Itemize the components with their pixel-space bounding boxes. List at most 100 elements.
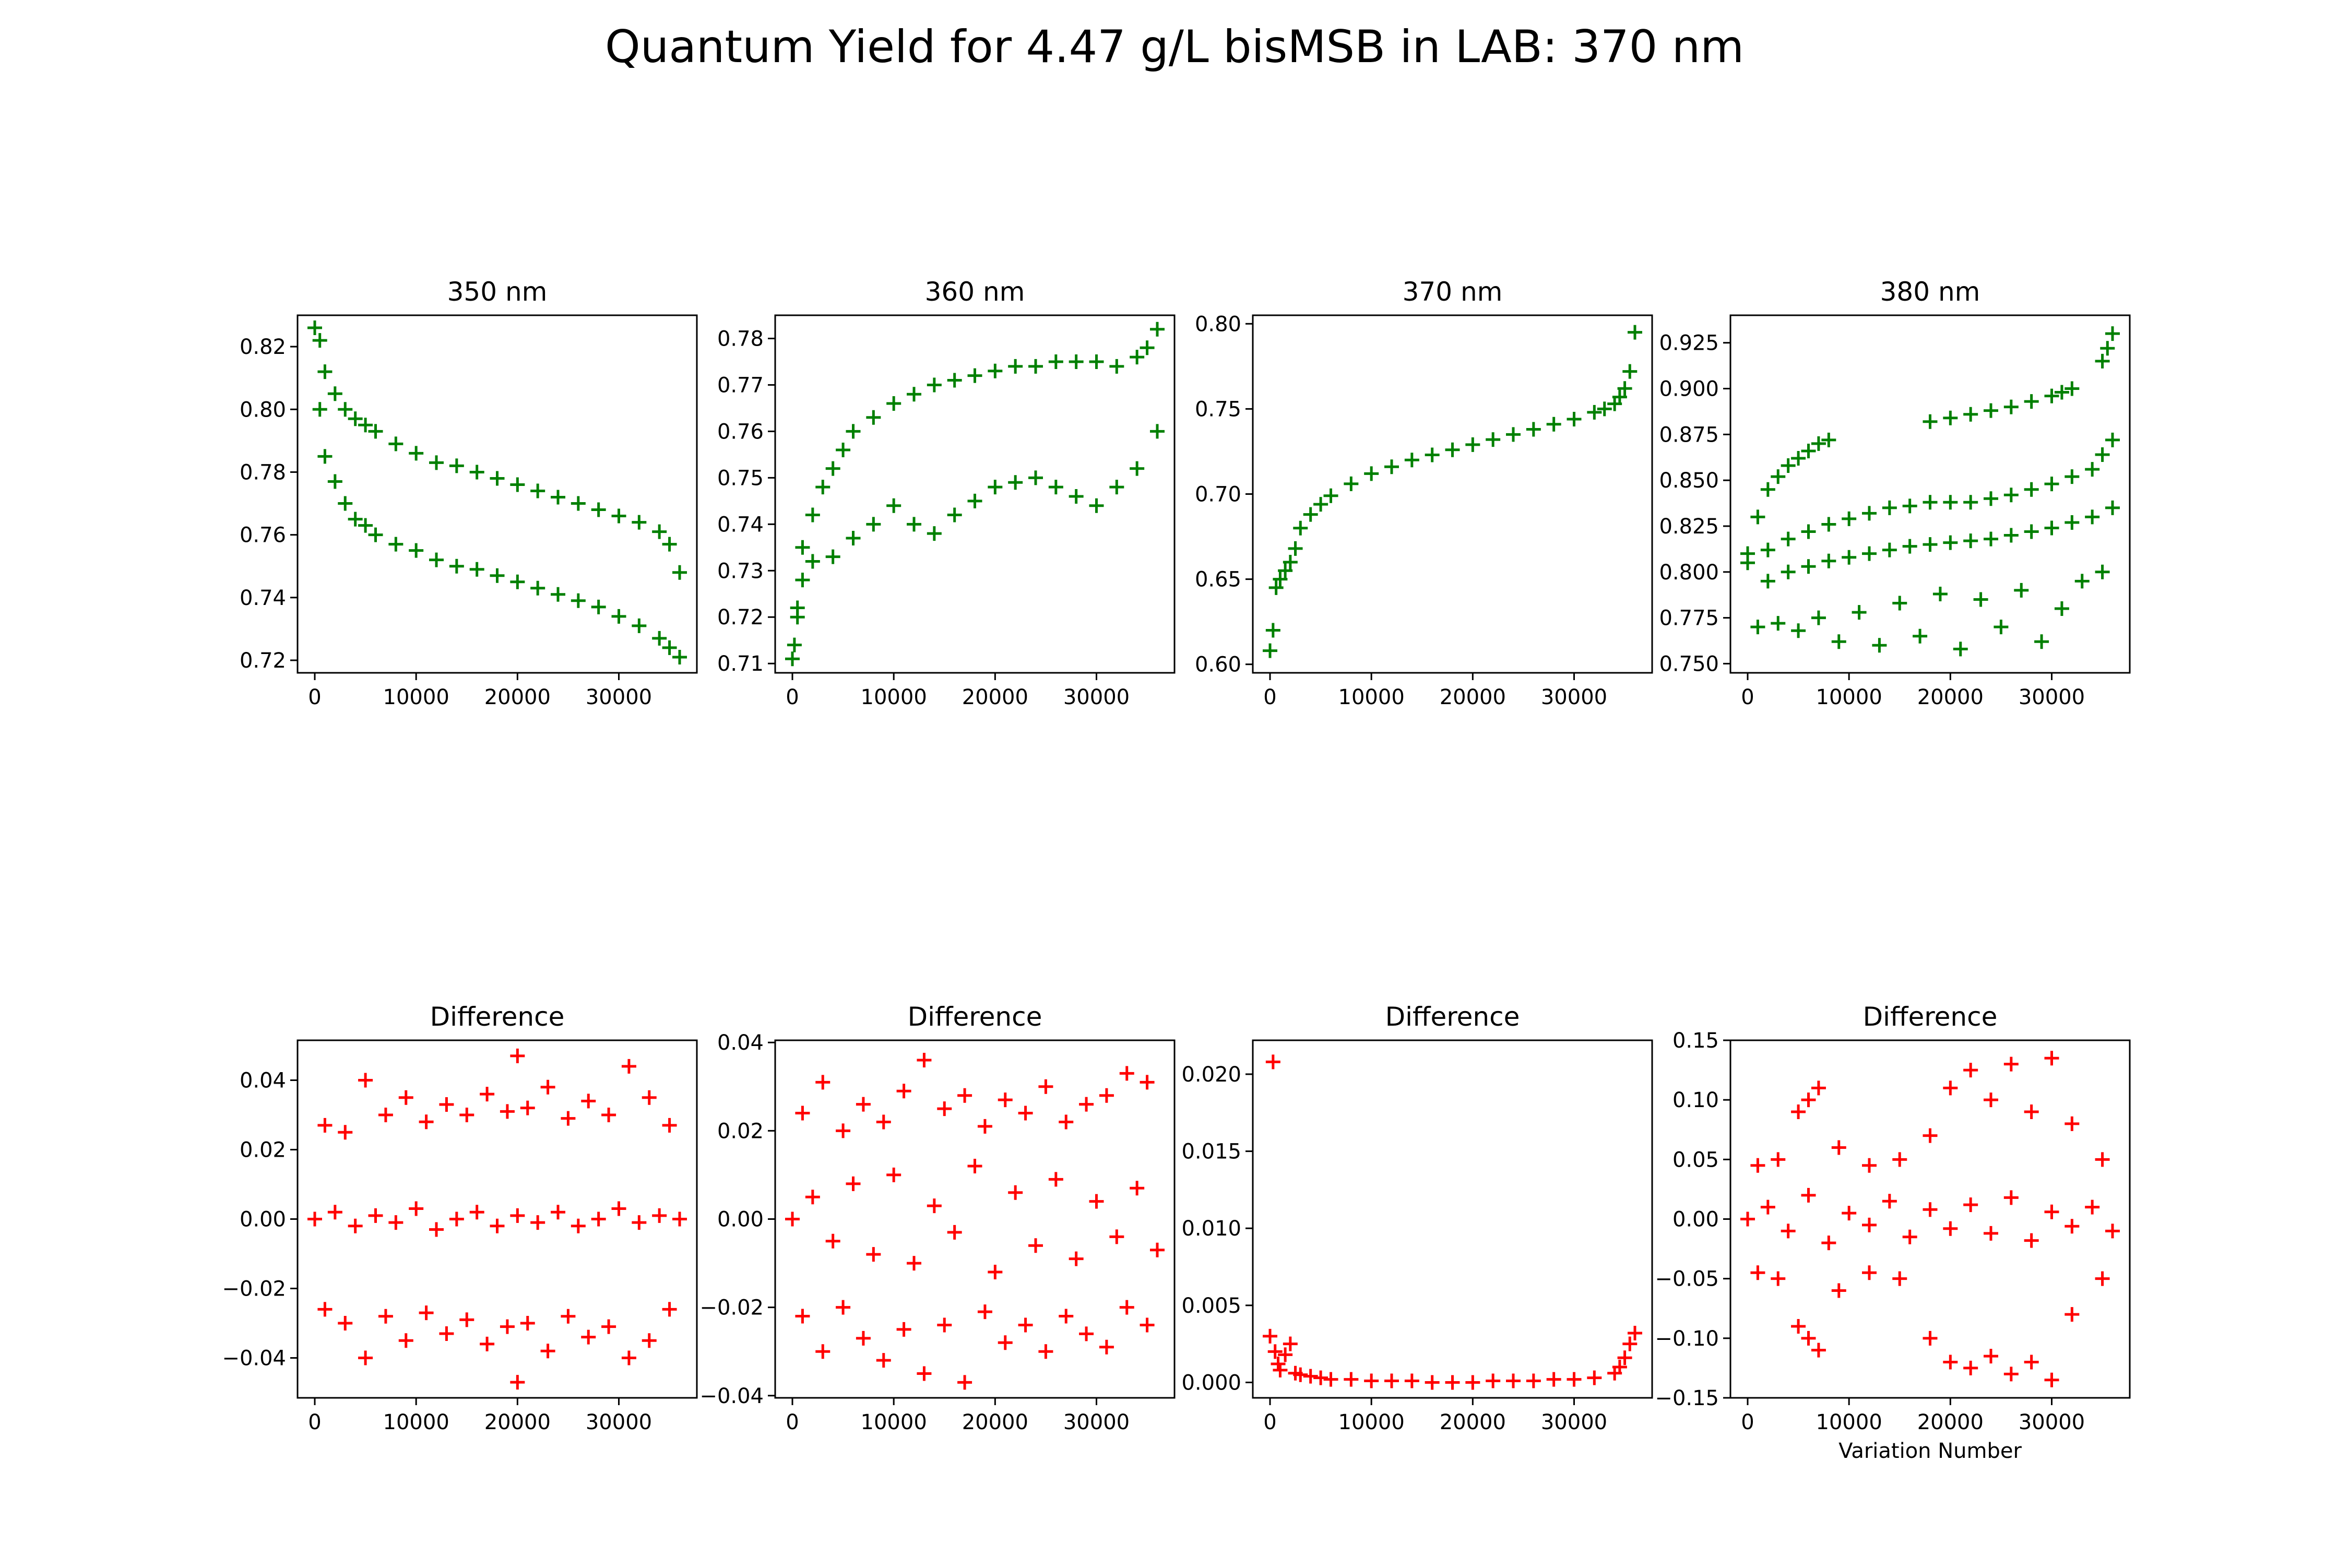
data-point xyxy=(805,507,820,522)
data-point xyxy=(1384,1373,1399,1388)
data-point xyxy=(378,1309,393,1324)
data-point xyxy=(1994,620,2009,635)
data-point xyxy=(1293,1367,1308,1382)
data-point xyxy=(998,1092,1013,1108)
data-point xyxy=(1612,389,1627,405)
data-point xyxy=(1278,1347,1293,1362)
data-point xyxy=(1882,1194,1897,1209)
subplot-title: Difference xyxy=(430,1002,565,1032)
data-point xyxy=(1293,520,1308,536)
data-point xyxy=(1771,469,1786,484)
data-point xyxy=(601,1107,616,1122)
data-point xyxy=(1882,500,1897,515)
data-point xyxy=(2105,1223,2120,1239)
data-point xyxy=(1313,1370,1328,1385)
data-point xyxy=(1089,354,1104,369)
data-point xyxy=(429,552,444,567)
x-tick-label: 10000 xyxy=(1816,1410,1882,1434)
data-point xyxy=(856,1331,871,1346)
y-tick-label: 0.78 xyxy=(717,327,764,351)
data-point xyxy=(1862,506,1877,521)
data-point xyxy=(632,618,647,633)
data-point xyxy=(886,1167,901,1182)
data-point xyxy=(1587,405,1602,420)
data-point xyxy=(1069,1251,1084,1266)
data-point xyxy=(1404,1373,1419,1388)
y-tick-label: 0.02 xyxy=(717,1119,764,1143)
data-point xyxy=(815,1075,831,1090)
data-point xyxy=(1149,424,1165,439)
data-point xyxy=(1740,1211,1755,1227)
data-point xyxy=(1384,459,1399,474)
y-tick-label: 0.70 xyxy=(1195,483,1241,507)
data-point xyxy=(1273,1362,1288,1377)
data-point xyxy=(591,599,606,614)
data-point xyxy=(1984,1092,1998,1108)
data-point xyxy=(338,496,353,511)
data-point xyxy=(1323,1372,1338,1387)
data-point xyxy=(1821,432,1836,447)
data-point xyxy=(1344,1372,1359,1387)
data-point xyxy=(1801,524,1816,539)
data-point xyxy=(2003,1056,2019,1072)
data-point xyxy=(896,1322,911,1337)
data-point xyxy=(2065,515,2080,530)
x-tick-label: 20000 xyxy=(1440,685,1506,709)
data-point xyxy=(1622,1336,1638,1351)
data-point xyxy=(2085,509,2100,525)
data-point xyxy=(1771,616,1786,631)
data-point xyxy=(1059,1114,1074,1130)
data-point xyxy=(907,517,921,532)
data-point xyxy=(805,1190,820,1205)
y-tick-label: 0.76 xyxy=(717,420,764,444)
data-point xyxy=(815,480,831,495)
y-tick-label: 0.80 xyxy=(1195,312,1241,336)
data-point xyxy=(1130,461,1145,476)
data-point xyxy=(1984,531,1998,547)
x-tick-label: 20000 xyxy=(1440,1410,1506,1434)
data-point xyxy=(1791,1104,1806,1119)
data-point xyxy=(2095,1271,2110,1286)
data-point xyxy=(988,363,1003,378)
data-point xyxy=(1892,596,1907,611)
data-point xyxy=(312,333,327,348)
data-point xyxy=(1109,1229,1124,1244)
data-point xyxy=(338,1316,353,1331)
data-point xyxy=(1048,354,1063,369)
data-point xyxy=(1273,572,1288,587)
data-point xyxy=(2065,1219,2080,1234)
data-point xyxy=(825,461,840,476)
data-point xyxy=(1130,350,1145,365)
data-point xyxy=(1425,447,1440,462)
data-points xyxy=(1740,1051,2120,1387)
x-tick-label: 10000 xyxy=(861,1410,927,1434)
data-point xyxy=(947,373,962,388)
y-tick-label: −0.04 xyxy=(222,1347,286,1371)
data-point xyxy=(876,1114,891,1130)
data-point xyxy=(1465,1375,1480,1390)
data-point xyxy=(795,1309,810,1324)
data-point xyxy=(1963,1197,1978,1213)
subplot-4: 380 nm 0 10000 20000 30000 0.750 0.775 0.800 0.8… xyxy=(1659,277,2131,709)
x-tick-label: 30000 xyxy=(2019,685,2085,709)
data-point xyxy=(1862,1265,1877,1280)
data-point xyxy=(490,1218,505,1233)
data-point xyxy=(787,637,802,652)
data-point xyxy=(1028,359,1043,374)
y-tick-label: 0.04 xyxy=(240,1068,286,1092)
data-point xyxy=(490,568,505,583)
data-point xyxy=(1760,482,1775,497)
data-point xyxy=(662,537,677,552)
data-point xyxy=(591,1211,606,1227)
x-tick-label: 10000 xyxy=(1338,685,1405,709)
data-point xyxy=(1923,414,1938,429)
data-point xyxy=(652,1208,667,1223)
data-point xyxy=(1303,507,1318,522)
data-point xyxy=(1842,550,1857,565)
data-point xyxy=(2095,1152,2110,1167)
data-point xyxy=(1984,1226,1998,1241)
data-point xyxy=(419,1305,434,1321)
data-point xyxy=(886,498,901,513)
data-point xyxy=(1140,1075,1155,1090)
